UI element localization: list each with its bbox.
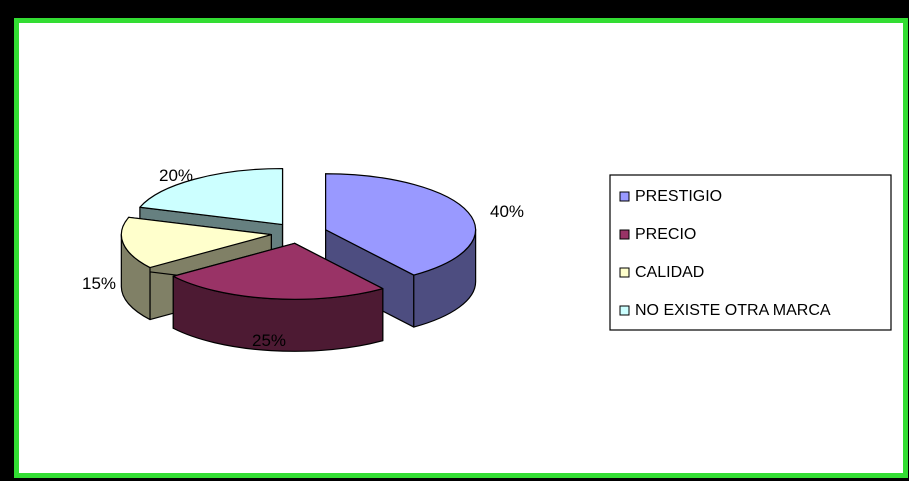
data-label-calidad: 15% bbox=[82, 274, 116, 293]
legend-label-prestigio: PRESTIGIO bbox=[635, 188, 722, 205]
pie-slice-top-no-existe bbox=[139, 167, 284, 226]
data-label-no-existe: 20% bbox=[159, 166, 193, 185]
legend-label-precio: PRECIO bbox=[635, 226, 696, 243]
pie-slice-precio bbox=[172, 242, 384, 352]
legend-swatch-calidad bbox=[619, 267, 630, 278]
legend-label-no-existe: NO EXISTE OTRA MARCA bbox=[635, 302, 831, 319]
pie-slice-top-precio bbox=[172, 242, 384, 300]
pie-slices bbox=[120, 167, 477, 352]
legend-label-calidad: CALIDAD bbox=[635, 264, 704, 281]
pie-chart: 40% 25% 15% 20% PRESTIGIO PRECIO CALIDAD… bbox=[82, 166, 892, 352]
legend-box bbox=[609, 174, 892, 331]
legend-swatch-prestigio bbox=[619, 191, 630, 202]
data-label-prestigio: 40% bbox=[490, 202, 524, 221]
legend-swatch-no-existe bbox=[619, 305, 630, 316]
pie-slice-top-prestigio bbox=[325, 173, 477, 276]
data-label-precio: 25% bbox=[252, 331, 286, 350]
legend-swatch-precio bbox=[619, 229, 630, 240]
pie-data-labels: 40% 25% 15% 20% bbox=[82, 166, 524, 350]
legend: PRESTIGIO PRECIO CALIDAD NO EXISTE OTRA … bbox=[609, 174, 892, 331]
pie-slice-prestigio bbox=[325, 173, 477, 328]
pie-slice-top-calidad bbox=[120, 216, 272, 269]
chart-area: 40% 25% 15% 20% PRESTIGIO PRECIO CALIDAD… bbox=[14, 18, 908, 478]
